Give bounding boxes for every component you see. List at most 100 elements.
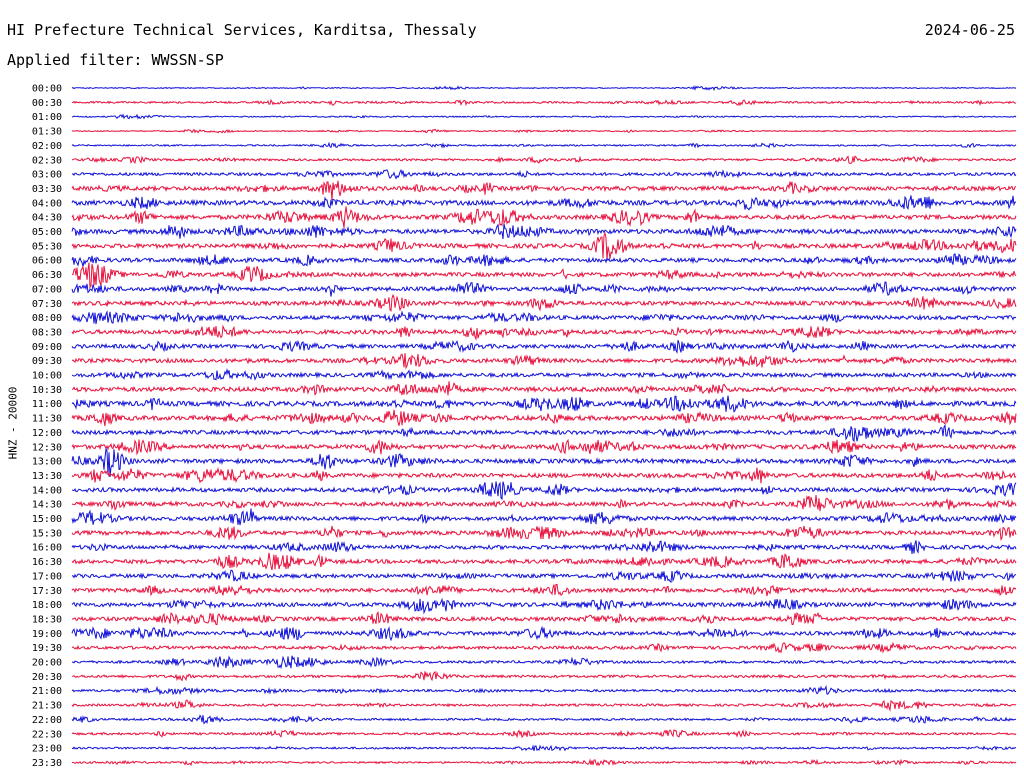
trace-line <box>71 446 1017 478</box>
time-tick-label: 21:00 <box>32 686 62 697</box>
time-tick-label: 03:00 <box>32 170 62 181</box>
trace-line <box>71 253 1017 267</box>
trace-line <box>71 508 1017 526</box>
trace-line <box>71 262 1017 289</box>
time-tick-label: 23:00 <box>32 744 62 755</box>
time-tick-label: 17:00 <box>32 571 62 582</box>
time-tick-label: 02:00 <box>32 141 62 152</box>
time-tick-label: 17:30 <box>32 586 62 597</box>
trace-line <box>71 381 1017 396</box>
trace-line <box>71 481 1017 501</box>
trace-line <box>71 409 1017 427</box>
trace-line <box>71 525 1017 541</box>
trace-line <box>71 223 1017 240</box>
time-tick-label: 05:30 <box>32 241 62 252</box>
time-tick-label: 19:00 <box>32 629 62 640</box>
filter-label: Applied filter: WWSSN-SP <box>7 51 224 69</box>
trace-line <box>71 141 1017 149</box>
trace-line <box>71 641 1017 654</box>
trace-line <box>71 494 1017 512</box>
time-tick-label: 11:00 <box>32 399 62 410</box>
time-tick-label: 04:00 <box>32 198 62 209</box>
trace-line <box>71 293 1017 312</box>
trace-line <box>71 670 1017 682</box>
time-tick-label: 03:30 <box>32 184 62 195</box>
time-tick-label: 10:00 <box>32 371 62 382</box>
trace-line <box>71 281 1017 297</box>
trace-line <box>71 231 1017 260</box>
trace-line <box>71 424 1017 443</box>
trace-line <box>71 625 1017 642</box>
date-label: 2024-06-25 <box>924 21 1015 39</box>
trace-line <box>71 324 1017 341</box>
trace-line <box>71 195 1017 211</box>
trace-line <box>71 128 1017 134</box>
trace-line <box>71 438 1017 456</box>
trace-line <box>71 395 1017 413</box>
time-tick-label: 06:00 <box>32 256 62 267</box>
trace-line <box>71 353 1017 370</box>
trace-line <box>71 367 1017 381</box>
trace-line <box>71 744 1017 752</box>
page-title: HI Prefecture Technical Services, Kardit… <box>7 21 477 39</box>
trace-line <box>71 655 1016 670</box>
trace-line <box>71 206 1017 228</box>
time-tick-label: 07:00 <box>32 284 62 295</box>
time-tick-label: 15:00 <box>32 514 62 525</box>
trace-line <box>71 339 1016 354</box>
time-tick-label: 01:30 <box>32 127 62 138</box>
trace-line <box>71 729 1017 739</box>
trace-line <box>71 113 1017 120</box>
trace-line <box>71 758 1017 767</box>
time-tick-label: 19:30 <box>32 643 62 654</box>
trace-line <box>71 684 1017 696</box>
time-tick-label: 16:00 <box>32 543 62 554</box>
trace-line <box>71 597 1017 615</box>
time-tick-label: 13:30 <box>32 471 62 482</box>
trace-line <box>71 540 1017 555</box>
trace-line <box>71 699 1016 712</box>
time-tick-label: 18:00 <box>32 600 62 611</box>
trace-line <box>71 180 1017 201</box>
trace-line <box>71 466 1017 484</box>
time-tick-label: 04:30 <box>32 213 62 224</box>
time-tick-label: 14:30 <box>32 500 62 511</box>
time-tick-label: 22:30 <box>32 729 62 740</box>
time-tick-label: 12:00 <box>32 428 62 439</box>
time-tick-label: 18:30 <box>32 614 62 625</box>
time-tick-label: 00:30 <box>32 98 62 109</box>
time-tick-label: 01:00 <box>32 112 62 123</box>
trace-line <box>71 168 1017 180</box>
time-tick-label: 12:30 <box>32 442 62 453</box>
time-tick-label: 00:00 <box>32 84 62 95</box>
trace-line <box>71 714 1017 725</box>
time-tick-label: 08:00 <box>32 313 62 324</box>
time-tick-label: 16:30 <box>32 557 62 568</box>
time-tick-label: 06:30 <box>32 270 62 281</box>
trace-line <box>71 85 1017 91</box>
time-tick-label: 11:30 <box>32 414 62 425</box>
time-tick-label: 20:00 <box>32 658 62 669</box>
trace-line <box>71 98 1016 107</box>
time-tick-label: 02:30 <box>32 155 62 166</box>
time-tick-label: 10:30 <box>32 385 62 396</box>
time-tick-label: 23:30 <box>32 758 62 769</box>
trace-line <box>71 310 1017 325</box>
time-tick-label: 21:30 <box>32 701 62 712</box>
trace-line <box>71 569 1017 584</box>
time-tick-label: 13:00 <box>32 457 62 468</box>
time-tick-label: 22:00 <box>32 715 62 726</box>
time-tick-label: 14:00 <box>32 485 62 496</box>
time-tick-label: 15:30 <box>32 528 62 539</box>
time-tick-label: 09:00 <box>32 342 62 353</box>
time-tick-label: 09:30 <box>32 356 62 367</box>
time-tick-label: 08:30 <box>32 327 62 338</box>
time-tick-label: 07:30 <box>32 299 62 310</box>
time-tick-label: 20:30 <box>32 672 62 683</box>
trace-line <box>71 583 1017 597</box>
time-tick-label: 05:00 <box>32 227 62 238</box>
trace-line <box>71 610 1017 626</box>
trace-line <box>71 155 1017 164</box>
